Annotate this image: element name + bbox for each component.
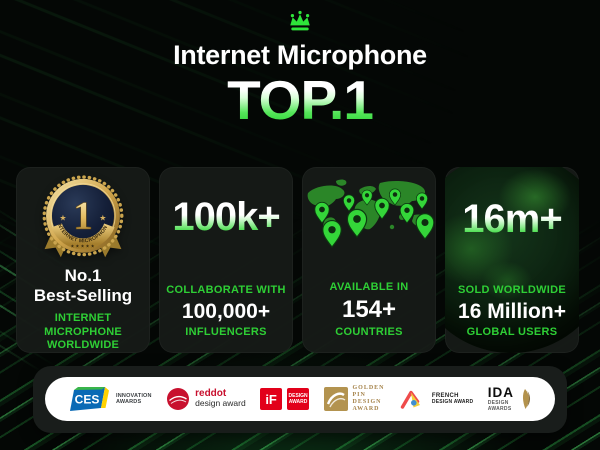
influencers-caption: COLLABORATE WITH 100,000+ INFLUENCERS <box>166 284 286 339</box>
badge-star-left: ★ <box>59 213 66 222</box>
card-best-selling: ★ ★ 1 INTERNET MICROPHONE ★★★★★ No.1 Bes… <box>16 167 150 353</box>
badge-star-right: ★ <box>99 213 106 222</box>
headline-top1: TOP.1 <box>0 73 600 128</box>
award-logo-french-design: FRENCH DESIGN AWARD <box>399 388 473 410</box>
card-countries: AVAILABLE IN 154+ COUNTRIES <box>302 167 436 353</box>
golden-pin-icon <box>323 387 348 411</box>
if-text-box: DESIGN AWARD <box>287 388 310 410</box>
best-selling-subtitle: INTERNET MICROPHONE WORLDWIDE <box>44 311 122 352</box>
globe-graphic <box>445 167 579 353</box>
ces-icon: CES <box>70 387 109 411</box>
awards-container: CES INNOVATION AWARDS reddot design awar… <box>33 366 567 433</box>
countries-caption: AVAILABLE IN 154+ COUNTRIES <box>329 280 409 339</box>
number-one-badge: ★ ★ 1 INTERNET MICROPHONE ★★★★★ <box>37 173 124 258</box>
svg-text:CES: CES <box>75 393 100 407</box>
if-mark-box: iF <box>260 388 283 410</box>
badge-number: 1 <box>73 193 93 238</box>
card-influencers: 100k+ COLLABORATE WITH 100,000+ INFLUENC… <box>159 167 293 353</box>
header: Internet Microphone TOP.1 <box>0 10 600 128</box>
award-logo-golden-pin: GOLDEN PIN DESIGN AWARD <box>323 385 385 414</box>
award-logo-reddot: reddot design award <box>166 387 246 411</box>
badge-stars-row: ★★★★★ <box>70 244 95 249</box>
french-design-icon <box>400 390 420 409</box>
stat-cards-row: ★ ★ 1 INTERNET MICROPHONE ★★★★★ No.1 Bes… <box>16 167 579 353</box>
stat-100k: 100k+ <box>159 197 293 237</box>
award-logo-if-design: iF DESIGN AWARD <box>260 388 310 410</box>
page-title: Internet Microphone <box>173 40 427 70</box>
awards-bar: CES INNOVATION AWARDS reddot design awar… <box>45 377 555 421</box>
card-global-users: 16m+ SOLD WORLDWIDE 16 Million+ GLOBAL U… <box>445 167 579 353</box>
award-logo-ces: CES INNOVATION AWARDS <box>69 387 152 411</box>
crown-icon <box>290 10 310 31</box>
ida-leaf-icon <box>522 389 531 409</box>
stat-16m: 16m+ <box>445 199 579 239</box>
world-map <box>307 179 435 248</box>
award-logo-ida: IDA DESIGN AWARDS <box>488 386 531 412</box>
best-selling-title: No.1 Best-Selling <box>33 265 133 305</box>
global-users-caption: SOLD WORLDWIDE 16 Million+ GLOBAL USERS <box>457 284 567 339</box>
reddot-icon <box>167 388 190 410</box>
